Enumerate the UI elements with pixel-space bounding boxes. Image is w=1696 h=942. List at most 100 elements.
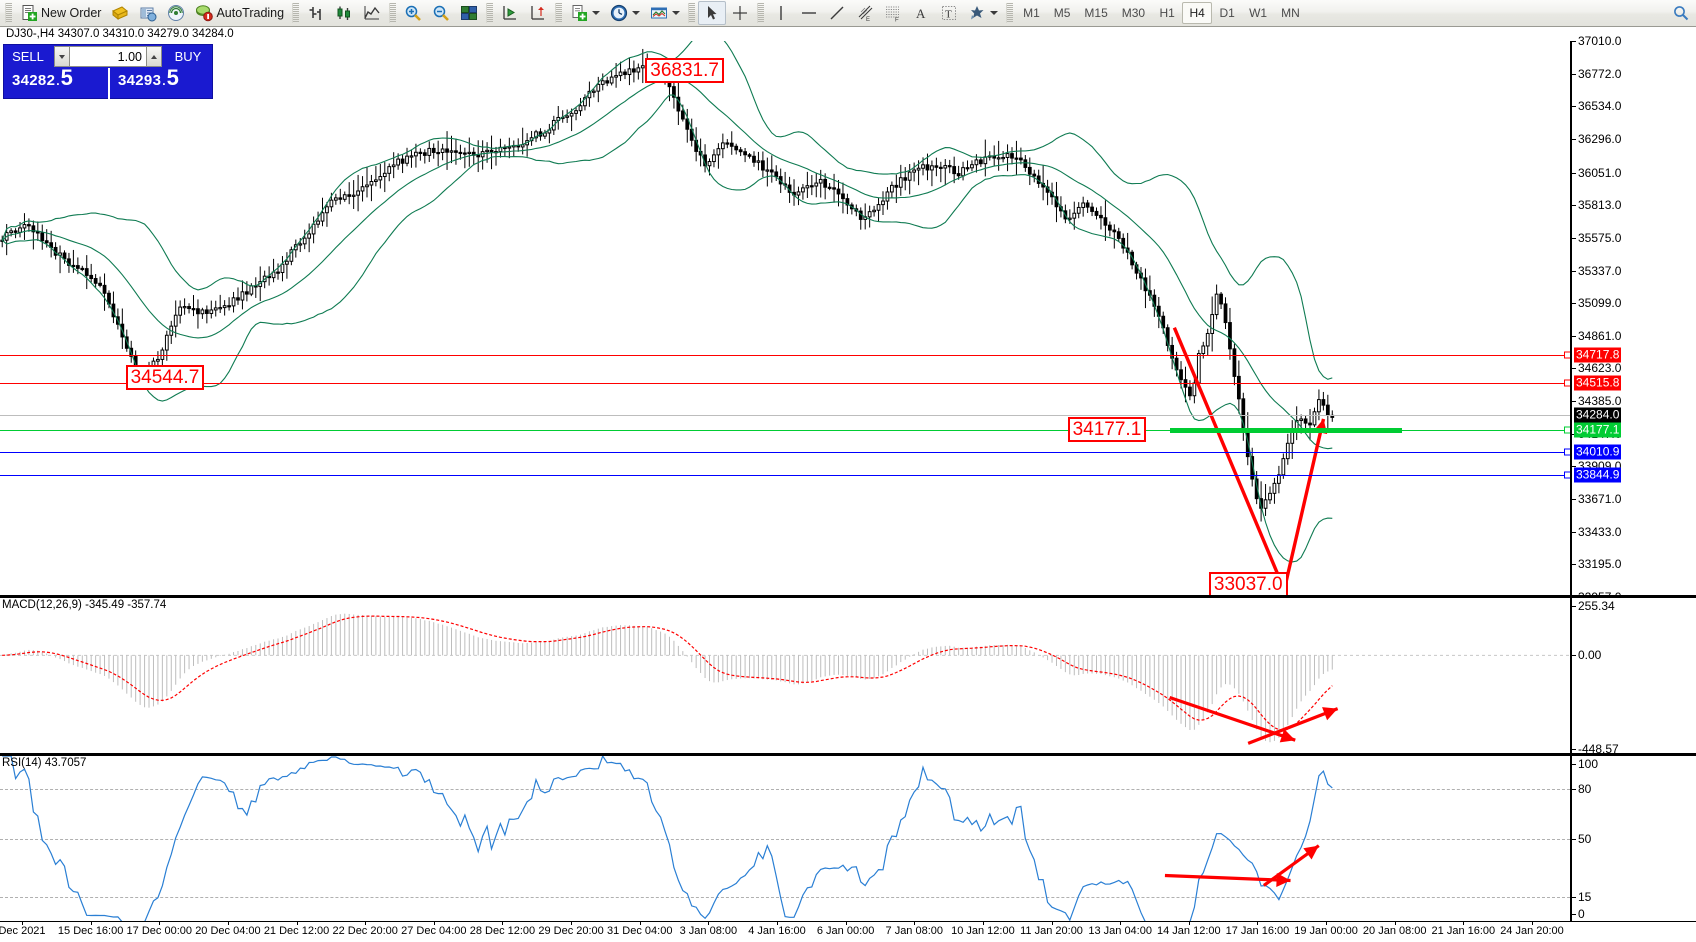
timeframe-m5[interactable]: M5 <box>1053 6 1071 20</box>
volume-increment-button[interactable] <box>146 46 162 67</box>
price-level-handle-support-green[interactable] <box>1564 426 1570 434</box>
projected-low-label[interactable]: 33037.0 <box>1208 572 1288 595</box>
line-chart-icon <box>363 4 381 22</box>
price-chart-pane[interactable]: 36831.7 34544.7 34177.1 33037.0 37010.0 3677… <box>0 34 1696 604</box>
timeframe-m1[interactable]: M1 <box>1023 6 1040 20</box>
support-level-label[interactable]: 34177.1 <box>1067 416 1147 442</box>
macd-axis[interactable]: 255.34 0.00 -448.57 <box>1570 598 1696 756</box>
macd-tick: -448.57 <box>1572 742 1619 756</box>
rsi-plot-area[interactable] <box>0 756 1570 921</box>
zoom-in-button[interactable] <box>399 1 427 25</box>
chevron-down-icon[interactable] <box>592 11 601 15</box>
timeframe-h1[interactable]: H1 <box>1159 6 1175 20</box>
auto-scroll-button[interactable] <box>496 1 524 25</box>
volume-stepper[interactable]: 1.00 <box>52 45 164 68</box>
fibonacci-tool-button[interactable]: F <box>879 1 907 25</box>
new-order-button[interactable]: New Order <box>15 1 106 25</box>
time-tick-mark <box>777 922 778 925</box>
shapes-tool-button[interactable] <box>963 1 1003 25</box>
zoom-in-icon <box>404 4 422 22</box>
price-label-last-price[interactable]: 34284.0 <box>1574 407 1622 423</box>
price-level-resistance-lower[interactable] <box>0 383 1570 385</box>
time-tick-mark <box>1326 922 1328 925</box>
metaeditor-icon <box>111 4 129 22</box>
toolbar-separator <box>486 3 494 23</box>
swing-high-label[interactable]: 36831.7 <box>645 57 724 83</box>
sell-button[interactable]: SELL <box>12 49 44 64</box>
horizontal-line-tool-button[interactable] <box>795 1 823 25</box>
vertical-line-tool-button[interactable] <box>767 1 795 25</box>
volume-input[interactable]: 1.00 <box>70 46 146 67</box>
autotrading-button[interactable]: AutoTrading <box>190 1 289 25</box>
time-axis[interactable]: Dec 2021 15 Dec 16:00 17 Dec 00:00 20 Dec 0… <box>0 921 1696 942</box>
sell-price[interactable]: 34282 . 5 <box>4 67 108 99</box>
rsi-axis[interactable]: 100 80 50 15 0 <box>1570 756 1696 921</box>
crosshair-tool-button[interactable] <box>726 1 754 25</box>
swing-low-left-label[interactable]: 34544.7 <box>125 365 205 391</box>
tile-windows-button[interactable] <box>455 1 483 25</box>
signals-button[interactable] <box>162 1 190 25</box>
price-level-handle-target-lower[interactable] <box>1564 471 1570 479</box>
chevron-down-icon[interactable] <box>990 11 999 15</box>
chevron-down-icon[interactable] <box>672 11 681 15</box>
one-click-trading-panel[interactable]: SELL 1.00 BUY 34282 . 5 34293 . 5 <box>3 44 213 99</box>
time-tick-label: 20 Jan 08:00 <box>1362 925 1427 937</box>
bar-chart-button[interactable] <box>302 1 330 25</box>
price-label-target-upper[interactable]: 34010.9 <box>1574 444 1622 460</box>
time-tick-mark <box>90 922 92 925</box>
rsi-line <box>2 756 1333 921</box>
search-icon[interactable] <box>1672 4 1690 22</box>
price-level-handle-resistance-upper[interactable] <box>1564 351 1570 359</box>
volume-decrement-button[interactable] <box>54 46 70 67</box>
price-level-handle-resistance-lower[interactable] <box>1564 379 1570 387</box>
time-tick-mark <box>571 922 573 925</box>
period-separators-button[interactable] <box>605 1 645 25</box>
sell-price-separator: . <box>56 74 60 88</box>
navigator-icon <box>139 4 157 22</box>
text-tool-button[interactable]: A <box>907 1 935 25</box>
trendline-tool-button[interactable] <box>823 1 851 25</box>
price-axis[interactable]: 37010.0 36772.0 36534.0 36296.0 36051.0 35813… <box>1570 34 1696 604</box>
support-zone-segment[interactable] <box>1169 427 1402 433</box>
time-tick-label: 31 Dec 04:00 <box>607 925 673 937</box>
price-plot-area[interactable]: 36831.7 34544.7 34177.1 33037.0 <box>0 41 1570 595</box>
price-level-target-upper[interactable] <box>0 452 1570 454</box>
navigator-button[interactable] <box>134 1 162 25</box>
chevron-down-icon[interactable] <box>632 11 641 15</box>
price-level-handle-target-upper[interactable] <box>1564 448 1570 456</box>
price-label-resistance-upper[interactable]: 34717.8 <box>1574 347 1622 363</box>
cursor-icon <box>703 4 721 22</box>
price-label-support-green[interactable]: 34177.1 <box>1574 422 1622 438</box>
macd-histogram <box>6 613 1333 743</box>
timeframe-m15[interactable]: M15 <box>1084 6 1108 20</box>
timeframe-w1[interactable]: W1 <box>1249 6 1268 20</box>
time-tick-mark <box>227 922 229 925</box>
timeframe-h4[interactable]: H4 <box>1182 2 1213 24</box>
rsi-pane[interactable]: RSI(14) 43.7057 100 80 50 15 0 <box>0 755 1696 921</box>
zoom-out-button[interactable] <box>427 1 455 25</box>
price-tick: 33671.0 <box>1571 492 1622 507</box>
macd-plot-area[interactable] <box>0 598 1570 753</box>
text-label-tool-button[interactable]: T <box>935 1 963 25</box>
timeframe-mn[interactable]: MN <box>1281 6 1300 20</box>
buy-button[interactable]: BUY <box>174 49 202 64</box>
price-level-target-lower[interactable] <box>0 475 1570 477</box>
price-label-resistance-lower[interactable]: 34515.8 <box>1574 375 1622 391</box>
metaeditor-button[interactable] <box>106 1 134 25</box>
macd-pane[interactable]: MACD(12,26,9) -345.49 -357.74 255.34 0.00… <box>0 597 1696 756</box>
candlestick-chart-button[interactable] <box>330 1 358 25</box>
price-level-support-green[interactable] <box>0 429 1570 431</box>
equidistant-channel-tool-button[interactable]: E <box>851 1 879 25</box>
price-label-target-lower[interactable]: 33844.9 <box>1574 467 1622 483</box>
chart-shift-button[interactable] <box>524 1 552 25</box>
line-chart-button[interactable] <box>358 1 386 25</box>
timeframe-d1[interactable]: D1 <box>1219 6 1235 20</box>
cursor-tool-button[interactable] <box>698 1 727 25</box>
indicators-button[interactable] <box>645 1 685 25</box>
time-tick-mark <box>433 922 435 925</box>
macd-down-arrow-head <box>1279 729 1296 743</box>
timeframe-m30[interactable]: M30 <box>1121 6 1146 20</box>
price-level-resistance-upper[interactable] <box>0 355 1570 357</box>
buy-price[interactable]: 34293 . 5 <box>108 67 212 99</box>
templates-button[interactable] <box>565 1 605 25</box>
